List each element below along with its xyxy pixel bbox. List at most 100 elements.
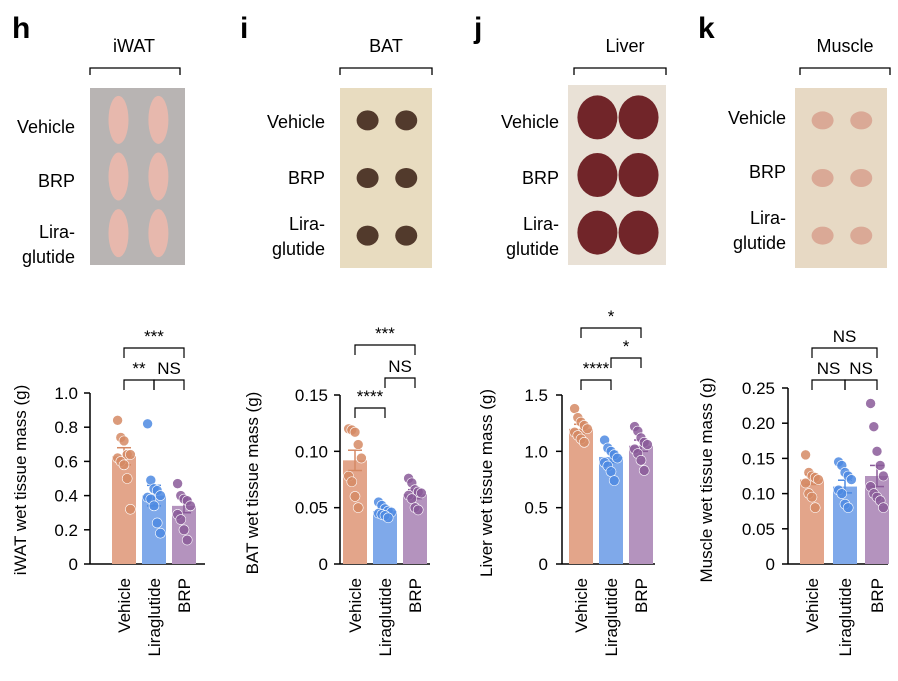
significance-label: ****	[583, 359, 610, 378]
y-tick-label: 0.05	[295, 499, 328, 518]
y-tick-label: 0.05	[742, 520, 775, 539]
tissue-title: Muscle	[816, 36, 873, 56]
data-point	[118, 435, 130, 447]
row-label: Vehicle	[501, 112, 559, 132]
bar-0	[569, 428, 593, 564]
y-tick-label: 0.15	[742, 449, 775, 468]
row-label: Lira-	[750, 208, 786, 228]
panel-h: h iWAT Vehicle BRP Lira-glutide 0 0.2 0.4 0.6 0.8…	[11, 12, 205, 656]
data-point	[865, 398, 876, 409]
tissue-sample	[395, 168, 418, 188]
x-tick-label: Vehicle	[346, 578, 365, 633]
x-tick-label: Vehicle	[115, 578, 134, 633]
row-label: Vehicle	[267, 112, 325, 132]
data-point	[638, 465, 650, 476]
data-point	[635, 455, 647, 466]
y-tick-label: 0.20	[742, 414, 775, 433]
tissue-sample	[395, 225, 418, 246]
data-point	[356, 452, 367, 464]
significance-label: ***	[144, 327, 164, 346]
data-point	[125, 449, 136, 460]
y-tick-label: 0.4	[54, 487, 78, 506]
y-tick-label: 0	[319, 555, 328, 574]
tissue-sample	[356, 225, 379, 246]
row-label: BRP	[522, 168, 559, 188]
data-point	[406, 493, 418, 504]
significance-bracket	[384, 377, 416, 388]
x-tick-label: Liraglutide	[602, 578, 621, 656]
significance-bracket	[844, 379, 878, 390]
x-tick-label: BRP	[406, 578, 425, 613]
data-point	[352, 502, 364, 513]
y-axis-label: iWAT wet tissue mass (g)	[11, 385, 30, 576]
row-label: Lira-	[39, 222, 75, 242]
data-point	[878, 502, 889, 513]
data-point	[608, 475, 620, 486]
significance-label: NS	[849, 359, 873, 378]
data-point	[582, 423, 593, 435]
significance-bracket	[123, 379, 155, 390]
tissue-sample	[108, 95, 129, 144]
data-point	[813, 474, 824, 485]
y-tick-label: 0	[766, 555, 775, 574]
significance-bracket	[811, 379, 846, 390]
significance-bracket	[153, 379, 185, 390]
significance-bracket	[580, 379, 612, 390]
data-point	[412, 504, 424, 516]
significance-label: NS	[817, 359, 841, 378]
tissue-photo	[340, 88, 432, 268]
data-point	[175, 514, 187, 525]
y-axis-label: Liver wet tissue mass (g)	[477, 389, 496, 577]
tissue-sample	[577, 153, 618, 197]
tissue-sample	[356, 110, 379, 131]
y-tick-label: 0.15	[295, 386, 328, 405]
data-point	[871, 446, 883, 457]
x-tick-label: BRP	[175, 578, 194, 613]
panel-i: i BAT Vehicle BRP Lira-glutide 0 0.05 0.10 0.15 B…	[240, 12, 433, 656]
row-label: Vehicle	[17, 117, 75, 137]
y-tick-label: 1.5	[524, 386, 548, 405]
tissue-photo	[90, 88, 185, 265]
data-point	[349, 426, 361, 438]
data-point	[185, 500, 196, 512]
data-point	[842, 502, 854, 513]
data-point	[349, 491, 361, 502]
row-label: glutide	[272, 239, 325, 259]
tissue-photo	[795, 88, 887, 268]
significance-label: NS	[157, 359, 181, 378]
row-label: Vehicle	[728, 108, 786, 128]
significance-bracket	[811, 347, 878, 358]
tissue-title: iWAT	[113, 36, 155, 56]
x-tick-label: Liraglutide	[376, 578, 395, 656]
row-label: Lira-	[523, 214, 559, 234]
y-tick-label: 0	[539, 555, 548, 574]
data-point	[874, 460, 886, 471]
y-tick-label: 0.2	[54, 521, 78, 540]
significance-label: ****	[357, 387, 384, 406]
row-label: glutide	[733, 233, 786, 253]
y-tick-label: 0.6	[54, 452, 78, 471]
data-point	[346, 476, 358, 488]
significance-bracket	[580, 327, 642, 338]
data-point	[142, 418, 153, 430]
tissue-sample	[108, 152, 129, 201]
significance-bracket	[354, 407, 386, 418]
row-label: glutide	[506, 239, 559, 259]
data-point	[806, 491, 818, 503]
y-tick-label: 0.10	[295, 442, 328, 461]
data-point	[155, 527, 166, 539]
tissue-sample	[618, 210, 659, 255]
data-point	[868, 421, 880, 433]
data-point	[416, 487, 427, 499]
tissue-sample	[850, 226, 873, 245]
tissue-sample	[108, 209, 129, 258]
tissue-sample	[618, 153, 659, 197]
data-point	[181, 534, 193, 546]
tissue-sample	[850, 111, 873, 130]
significance-label: NS	[833, 327, 857, 346]
row-label: BRP	[38, 171, 75, 191]
title-bracket	[799, 67, 891, 75]
panel-letter: j	[473, 12, 482, 45]
data-point	[382, 512, 394, 524]
